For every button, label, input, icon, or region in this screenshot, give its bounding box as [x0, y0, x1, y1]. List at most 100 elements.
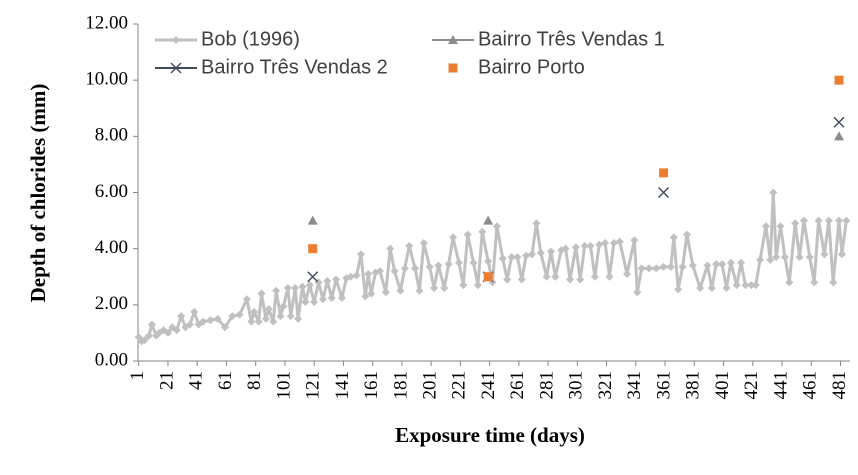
x-tick-label: 461 [800, 371, 821, 400]
x-tick-label: 221 [449, 371, 470, 400]
data-point [469, 258, 478, 267]
y-tick-label: 10.00 [85, 69, 128, 90]
data-point [835, 216, 844, 225]
data-point [242, 295, 251, 304]
data-point [352, 271, 361, 280]
x-tick-label: 261 [507, 371, 528, 400]
data-point [434, 261, 443, 270]
data-point [172, 326, 181, 335]
x-tick-label: 141 [332, 371, 353, 400]
data-point [678, 262, 687, 271]
data-point [630, 236, 639, 245]
legend-marker [448, 63, 458, 73]
data-point [144, 331, 153, 340]
data-point [308, 244, 318, 254]
data-point [528, 250, 537, 259]
data-point [605, 272, 614, 281]
data-point [425, 262, 434, 271]
data-point [522, 251, 531, 260]
legend-marker [170, 62, 182, 74]
data-point [228, 312, 237, 321]
data-point [440, 283, 449, 292]
data-point [799, 216, 808, 225]
data-point [356, 250, 365, 259]
data-point [747, 281, 756, 290]
data-point [536, 248, 545, 257]
data-point [580, 241, 589, 250]
data-point [741, 281, 750, 290]
data-point [561, 244, 570, 253]
data-point [551, 272, 560, 281]
data-point [595, 240, 604, 249]
x-tick-label: 341 [624, 371, 645, 400]
data-point [298, 282, 307, 291]
x-tick-label: 361 [653, 371, 674, 400]
y-axis-title: Depth of chlorides (mm) [26, 84, 50, 303]
legend-label: Bairro Porto [478, 56, 585, 78]
data-point [206, 316, 215, 325]
data-point [361, 292, 370, 301]
data-point [483, 272, 493, 282]
data-point [756, 255, 765, 264]
data-point [824, 216, 833, 225]
data-point [707, 283, 716, 292]
data-point [375, 267, 384, 276]
data-point [346, 272, 355, 281]
data-point [659, 262, 668, 271]
x-tick-label: 241 [478, 371, 499, 400]
data-point [696, 283, 705, 292]
data-point [761, 222, 770, 231]
data-point [766, 255, 775, 264]
data-point [633, 288, 642, 297]
x-tick-label: 81 [244, 371, 265, 390]
data-point [703, 261, 712, 270]
data-point [791, 219, 800, 228]
legend-label: Bairro Três Vendas 1 [478, 28, 665, 50]
data-point [795, 253, 804, 262]
data-point [833, 116, 845, 128]
data-point [411, 264, 420, 273]
data-point [276, 312, 285, 321]
data-point [513, 253, 522, 262]
data-point [400, 264, 409, 273]
data-point [147, 320, 156, 329]
x-axis-title: Exposure time (days) [395, 423, 585, 447]
data-point [615, 237, 624, 246]
data-point [459, 281, 468, 290]
data-point [658, 187, 670, 198]
data-point [732, 281, 741, 290]
data-point [659, 168, 669, 178]
data-point [307, 215, 318, 225]
data-point [623, 269, 632, 278]
series-line [137, 191, 848, 343]
data-point [463, 230, 472, 239]
data-point [571, 243, 580, 252]
data-point [190, 307, 199, 316]
data-point [492, 222, 501, 231]
data-point [473, 281, 482, 290]
x-tick-label: 121 [303, 371, 324, 400]
data-point [669, 233, 678, 242]
data-point [390, 267, 399, 276]
data-point [829, 278, 838, 287]
data-point [305, 281, 314, 290]
data-point [674, 285, 683, 294]
data-point [576, 275, 585, 284]
data-point [507, 253, 516, 262]
data-point [327, 293, 336, 302]
data-point [834, 75, 844, 85]
data-point [140, 335, 149, 344]
data-point [814, 216, 823, 225]
x-tick-label: 281 [536, 371, 557, 400]
legend-label: Bob (1996) [201, 28, 300, 50]
data-point [478, 227, 487, 236]
data-point [837, 250, 846, 259]
data-point [644, 264, 653, 273]
data-point [609, 239, 618, 248]
data-point [503, 275, 512, 284]
y-tick-label: 8.00 [95, 125, 128, 146]
data-point [254, 317, 263, 326]
data-point [294, 314, 303, 323]
data-point [261, 314, 270, 323]
